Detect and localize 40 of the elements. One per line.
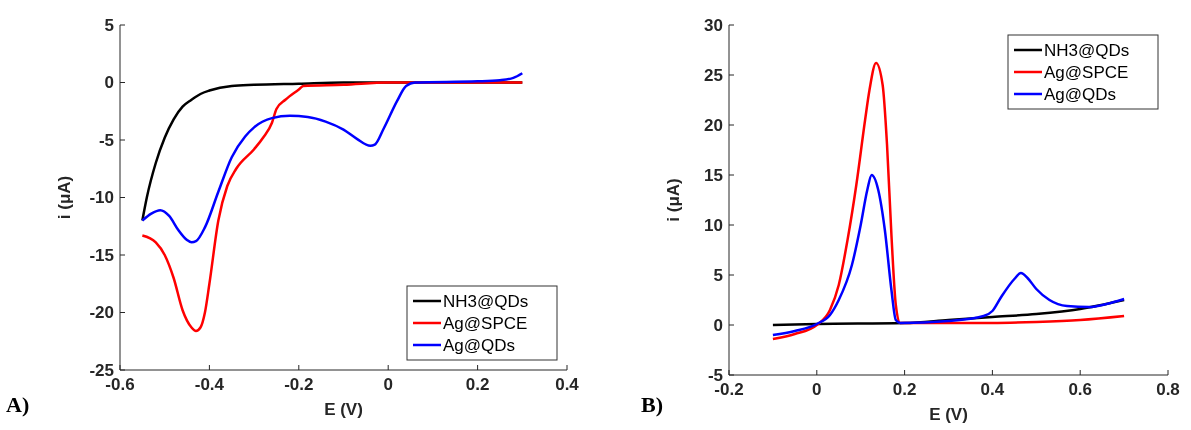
legend-label: Ag@SPCE [443, 313, 528, 333]
y-axis-title: i (μA) [664, 178, 683, 222]
y-tick-label: -5 [98, 130, 114, 150]
y-tick-label: -15 [89, 245, 114, 265]
line-series [771, 61, 1126, 341]
x-tick-label: -0.2 [284, 375, 314, 394]
x-tick-label: 0.4 [555, 375, 580, 394]
x-tick-label: 0.2 [465, 375, 490, 394]
y-tick-label: 25 [704, 65, 723, 85]
x-tick-label: -0.6 [105, 375, 135, 394]
line-series [771, 173, 1126, 337]
legend-label: NH3@QDs [1044, 40, 1130, 60]
x-tick-label: 0 [383, 375, 393, 394]
legend-label: Ag@SPCE [1044, 62, 1129, 82]
legend-label: Ag@QDs [443, 335, 516, 355]
y-tick-label: 5 [104, 15, 114, 35]
y-axis-title: i (μA) [55, 175, 74, 220]
y-tick-label: 10 [704, 215, 723, 235]
text: B) [641, 392, 663, 417]
x-axis-title: E (V) [929, 405, 968, 424]
x-tick-label: 0.4 [980, 380, 1005, 399]
legend-label: NH3@QDs [443, 291, 529, 311]
x-tick-label: 0.2 [892, 380, 917, 399]
legend-label: Ag@QDs [1044, 84, 1117, 104]
x-tick-label: -0.2 [714, 380, 744, 399]
y-tick-label: 0 [104, 73, 114, 93]
x-tick-label: 0.6 [1068, 380, 1093, 399]
x-tick-label: 0.8 [1156, 380, 1180, 399]
y-tick-label: -20 [89, 303, 114, 323]
y-tick-label: 15 [704, 165, 723, 185]
y-tick-label: 5 [713, 265, 723, 285]
x-tick-label: 0 [812, 380, 822, 399]
y-tick-label: 30 [704, 15, 723, 35]
x-tick-label: -0.4 [194, 375, 225, 394]
x-axis-title: E (V) [324, 400, 363, 419]
y-tick-label: 0 [713, 315, 723, 335]
text: A) [6, 392, 30, 417]
y-tick-label: 20 [704, 115, 723, 135]
y-tick-label: -10 [89, 188, 114, 208]
line-series [141, 72, 524, 244]
